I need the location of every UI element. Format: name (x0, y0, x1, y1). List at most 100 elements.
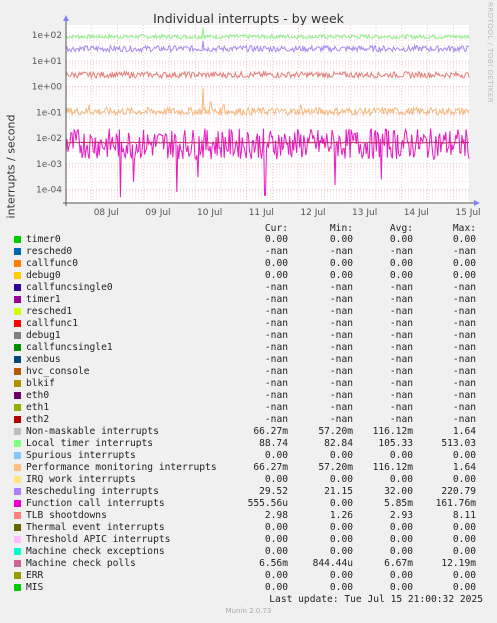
legend-avg-value: 0.00 (389, 570, 413, 581)
legend-cur-value: 66.27m (253, 426, 288, 437)
legend-max-value: -nan (452, 414, 476, 425)
legend-avg-value: 0.00 (389, 522, 413, 533)
legend-label: Threshold APIC interrupts (26, 534, 171, 545)
legend-swatch (14, 356, 21, 363)
legend-min-value: 0.00 (329, 474, 353, 485)
chart-title: Individual interrupts - by week (153, 11, 344, 26)
x-tick-label: 12 Jul (300, 208, 325, 218)
legend-avg-value: 0.00 (389, 582, 413, 593)
legend-label: MIS (26, 582, 44, 593)
legend-swatch (14, 500, 21, 507)
legend-label: IRQ work interrupts (26, 474, 136, 485)
legend-cur-value: 0.00 (264, 570, 288, 581)
legend-cur-value: -nan (264, 282, 288, 293)
legend-max-value: 161.76m (435, 498, 476, 509)
y-axis-arrow (63, 15, 69, 21)
legend-avg-value: -nan (389, 246, 413, 257)
legend-min-value: 0.00 (329, 570, 353, 581)
legend-avg-value: -nan (389, 414, 413, 425)
axes (63, 15, 480, 206)
legend-swatch (14, 440, 21, 447)
legend-label: Local timer interrupts (26, 438, 154, 449)
legend-avg-value: -nan (389, 390, 413, 401)
legend-swatch (14, 452, 21, 459)
series-line (65, 40, 470, 54)
legend-cur-value: -nan (264, 378, 288, 389)
legend-max-value: 0.00 (452, 534, 476, 545)
legend-avg-value: 116.12m (372, 426, 413, 437)
legend-label: callfunc1 (26, 318, 78, 329)
series-line (65, 87, 470, 117)
legend-max-value: 0.00 (452, 546, 476, 557)
legend-swatch (14, 416, 21, 423)
x-tick-label: 09 Jul (145, 208, 170, 218)
legend-avg-value: -nan (389, 366, 413, 377)
legend-cur-value: -nan (264, 366, 288, 377)
legend-label: resched0 (26, 246, 73, 257)
legend-avg-value: 0.00 (389, 258, 413, 269)
legend-swatch (14, 464, 21, 471)
legend-max-value: -nan (452, 318, 476, 329)
legend-swatch (14, 536, 21, 543)
chart-plot: 1e+02 1e+01 1e+00 1e-01 1e-02 1e-03 1e-04 08 J… (32, 15, 481, 218)
legend-label: Machine check polls (26, 558, 136, 569)
legend-label: TLB shootdowns (26, 510, 107, 521)
legend-swatch (14, 512, 21, 519)
legend-avg-value: -nan (389, 318, 413, 329)
x-axis-arrow (474, 200, 480, 206)
legend-label: eth1 (26, 402, 50, 413)
legend-min-value: -nan (329, 246, 353, 257)
legend-avg-value: 5.85m (384, 498, 413, 509)
legend-avg-value: 116.12m (372, 462, 413, 473)
legend-max-value: 1.64 (452, 462, 476, 473)
legend-max-value: 513.03 (441, 438, 476, 449)
series-line (65, 27, 470, 40)
legend-label: debug0 (26, 270, 61, 281)
x-ticks: 08 Jul 09 Jul 10 Jul 11 Jul 12 Jul 13 Jul 14 J… (94, 208, 481, 218)
legend-swatch (14, 404, 21, 411)
legend-swatch (14, 476, 21, 483)
series-line (65, 141, 470, 144)
legend-avg-value: 0.00 (389, 270, 413, 281)
legend-min-value: 0.00 (329, 270, 353, 281)
legend-label: Spurious interrupts (26, 450, 136, 461)
legend-label: timer0 (26, 234, 61, 245)
x-tick-label: 08 Jul (94, 208, 119, 218)
legend-cur-value: -nan (264, 402, 288, 413)
legend-label: xenbus (26, 354, 61, 365)
legend-label: Function call interrupts (26, 498, 165, 509)
legend-min-value: -nan (329, 318, 353, 329)
legend-max-value: 0.00 (452, 270, 476, 281)
legend-min-value: -nan (329, 402, 353, 413)
legend-max-value: 0.00 (452, 234, 476, 245)
legend-label: debug1 (26, 330, 61, 341)
legend-min-value: -nan (329, 414, 353, 425)
legend-swatch (14, 548, 21, 555)
x-tick-label: 13 Jul (352, 208, 377, 218)
legend-max-value: -nan (452, 390, 476, 401)
legend-cur-value: 29.52 (259, 486, 288, 497)
y-tick-label: 1e-03 (36, 160, 62, 170)
legend-min-value: 0.00 (329, 522, 353, 533)
legend-min-value: 0.00 (329, 450, 353, 461)
legend-cur-value: -nan (264, 306, 288, 317)
legend-label: Non-maskable interrupts (26, 426, 159, 437)
y-tick-label: 1e+02 (32, 31, 62, 41)
legend-cur-value: -nan (264, 246, 288, 257)
legend-max-value: -nan (452, 342, 476, 353)
legend-swatch (14, 320, 21, 327)
legend-min-value: -nan (329, 306, 353, 317)
legend-avg-value: 105.33 (378, 438, 413, 449)
legend-min-value: 0.00 (329, 498, 353, 509)
x-tick-label: 11 Jul (249, 208, 274, 218)
legend-label: ERR (26, 570, 44, 581)
legend-cur-value: 66.27m (253, 462, 288, 473)
y-tick-label: 1e+00 (32, 83, 63, 93)
legend-cur-value: 0.00 (264, 534, 288, 545)
legend-max-value: -nan (452, 354, 476, 365)
legend-max-value: 0.00 (452, 570, 476, 581)
legend-cur-value: 0.00 (264, 582, 288, 593)
legend-min-value: 0.00 (329, 534, 353, 545)
legend-max-value: 220.79 (441, 486, 476, 497)
legend-cur-value: -nan (264, 414, 288, 425)
